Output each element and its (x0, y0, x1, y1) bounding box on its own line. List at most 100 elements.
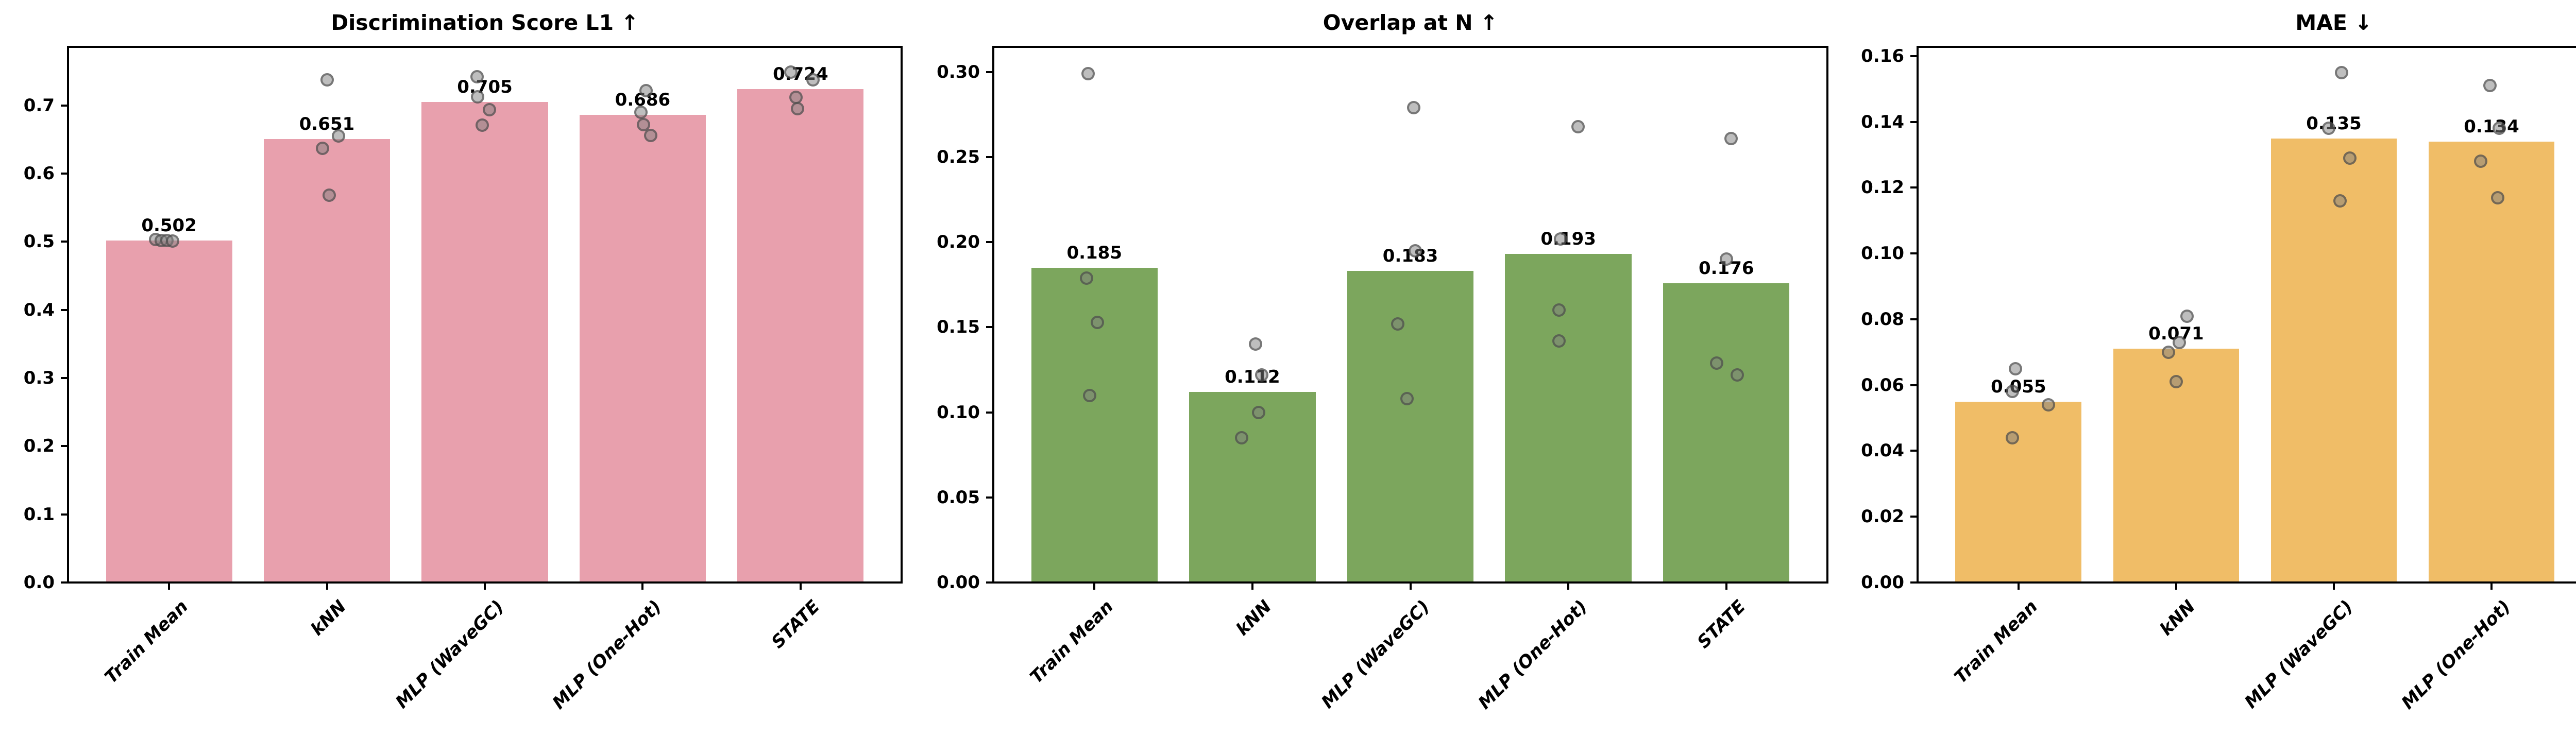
x-tick (799, 582, 802, 590)
x-tick-label-train-mean: Train Mean (1026, 596, 1118, 688)
x-tick (168, 582, 171, 590)
scatter-point (322, 188, 336, 202)
bar-value-label: 0.054 (2567, 379, 2576, 401)
bar-value-label: 0.724 (773, 64, 828, 85)
scatter-point (471, 90, 485, 104)
bar-mlp-one-hot (2428, 141, 2555, 582)
x-tick (1567, 582, 1570, 590)
scatter-point (315, 142, 329, 156)
y-tick (986, 71, 993, 73)
y-tick-label: 0.30 (937, 61, 980, 82)
y-tick-label: 0.2 (23, 436, 55, 457)
chart-title: Overlap at N ↑ (1323, 10, 1498, 35)
bar-train-mean (1955, 401, 2082, 582)
y-tick-label: 0.15 (937, 317, 980, 338)
x-tick-label-state: STATE (1693, 596, 1750, 653)
x-tick-label-mlp-wavegc: MLP (WaveGC) (392, 596, 508, 713)
y-tick (61, 445, 68, 448)
scatter-point (1248, 337, 1262, 351)
scatter-point (1552, 334, 1566, 348)
y-tick-label: 0.10 (1861, 243, 1904, 264)
scatter-point (320, 73, 334, 87)
y-tick (61, 173, 68, 175)
y-tick (1910, 186, 1918, 189)
scatter-point (2169, 375, 2183, 389)
bar-value-label: 0.193 (1540, 229, 1596, 250)
scatter-point (2173, 335, 2187, 349)
x-tick (2175, 582, 2177, 590)
scatter-point (1552, 303, 1566, 317)
y-tick-label: 0.12 (1861, 177, 1904, 198)
x-tick-label-state: STATE (767, 596, 824, 653)
y-tick (61, 104, 68, 107)
bar-mlp-wavegc (421, 102, 548, 582)
y-tick-label: 0.4 (23, 299, 55, 320)
scatter-point (476, 118, 489, 132)
scatter-point (1408, 244, 1422, 258)
x-tick (2490, 582, 2493, 590)
x-tick (2017, 582, 2020, 590)
scatter-point (1731, 368, 1744, 382)
y-tick-label: 0.20 (937, 232, 980, 253)
y-tick-label: 0.3 (23, 368, 55, 389)
y-tick (1910, 450, 1918, 452)
x-tick (326, 582, 328, 590)
x-tick-label-mlp-wavegc: MLP (WaveGC) (2241, 596, 2357, 713)
x-tick-label-train-mean: Train Mean (1950, 596, 2042, 688)
y-tick (1910, 55, 1918, 57)
y-tick-label: 0.02 (1861, 506, 1904, 527)
scatter-point (1079, 271, 1093, 285)
x-tick-label-train-mean: Train Mean (100, 596, 193, 688)
y-tick-label: 0.06 (1861, 374, 1904, 396)
x-tick-label-knn: kNN (1232, 596, 1276, 640)
x-tick (484, 582, 486, 590)
axes-overlap-at-n: 0.00 0.05 0.10 0.15 0.20 0.25 0.30 0.185 Train M… (937, 46, 1828, 713)
scatter-point (2334, 65, 2348, 79)
scatter-point (1400, 392, 1414, 406)
y-tick (61, 241, 68, 243)
y-tick (1910, 581, 1918, 584)
bar-mlp-one-hot (579, 115, 706, 582)
y-tick (986, 156, 993, 159)
bar-mlp-one-hot (1505, 254, 1632, 582)
scatter-point (470, 70, 484, 84)
x-tick-label-mlp-one-hot: MLP (One-Hot) (1474, 596, 1592, 714)
y-tick (1910, 384, 1918, 386)
scatter-point (1081, 67, 1095, 81)
y-tick (986, 326, 993, 329)
scatter-point (2343, 151, 2357, 165)
scatter-point (2321, 122, 2335, 135)
bar-value-label: 0.055 (1991, 376, 2046, 397)
scatter-point (643, 129, 657, 142)
x-tick-label-mlp-one-hot: MLP (One-Hot) (548, 596, 666, 714)
x-tick (1251, 582, 1253, 590)
y-tick-label: 0.05 (937, 487, 980, 508)
x-tick-label-knn: kNN (2156, 596, 2199, 640)
scatter-point (2180, 309, 2194, 323)
scatter-point (331, 129, 345, 143)
scatter-point (784, 65, 798, 79)
scatter-point (636, 117, 650, 131)
bar-value-label: 0.112 (1225, 366, 1280, 387)
scatter-point (806, 73, 820, 87)
y-tick-label: 0.04 (1861, 440, 1904, 461)
bar-value-label: 0.651 (299, 113, 355, 134)
bar-train-mean (106, 240, 232, 582)
scatter-point (483, 102, 497, 116)
y-tick (986, 581, 993, 584)
scatter-point (1571, 119, 1585, 133)
scatter-point (790, 102, 804, 116)
x-tick (1725, 582, 1727, 590)
y-tick-label: 0.14 (1861, 111, 1904, 132)
y-tick-label: 0.5 (23, 231, 55, 252)
y-tick (1910, 121, 1918, 123)
scatter-point (2493, 122, 2506, 135)
y-tick (61, 309, 68, 311)
x-tick (1409, 582, 1412, 590)
y-tick (1910, 516, 1918, 518)
bar-state (737, 89, 864, 582)
y-tick (986, 496, 993, 499)
scatter-point (2005, 431, 2019, 444)
scatter-point (1719, 252, 1733, 266)
y-tick-label: 0.7 (23, 95, 55, 116)
